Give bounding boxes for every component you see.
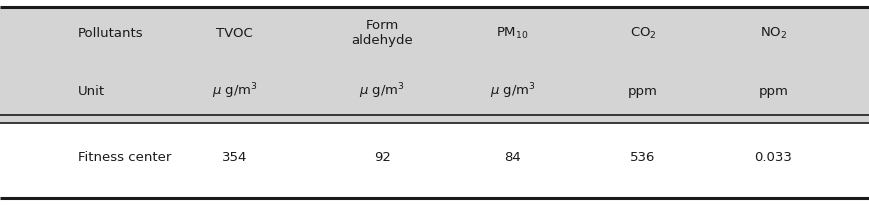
Text: PM$_{10}$: PM$_{10}$ <box>496 26 529 40</box>
Text: $\mu$ g/m$^3$: $\mu$ g/m$^3$ <box>212 81 257 100</box>
Text: TVOC: TVOC <box>216 27 253 39</box>
Text: Form
aldehyde: Form aldehyde <box>351 19 414 47</box>
Text: Pollutants: Pollutants <box>78 27 144 39</box>
Text: $\mu$ g/m$^3$: $\mu$ g/m$^3$ <box>360 81 405 100</box>
Bar <box>0 124 869 198</box>
Text: ppm: ppm <box>628 84 658 97</box>
Text: 536: 536 <box>630 150 656 163</box>
Text: Fitness center: Fitness center <box>78 150 171 163</box>
Text: 92: 92 <box>374 150 391 163</box>
Text: NO$_2$: NO$_2$ <box>760 26 787 40</box>
Text: 0.033: 0.033 <box>754 150 793 163</box>
Text: 354: 354 <box>222 150 248 163</box>
Text: Unit: Unit <box>78 84 105 97</box>
Text: 84: 84 <box>504 150 521 163</box>
Text: CO$_2$: CO$_2$ <box>630 26 656 40</box>
Text: $\mu$ g/m$^3$: $\mu$ g/m$^3$ <box>490 81 535 100</box>
Text: ppm: ppm <box>759 84 788 97</box>
Bar <box>0 8 869 124</box>
